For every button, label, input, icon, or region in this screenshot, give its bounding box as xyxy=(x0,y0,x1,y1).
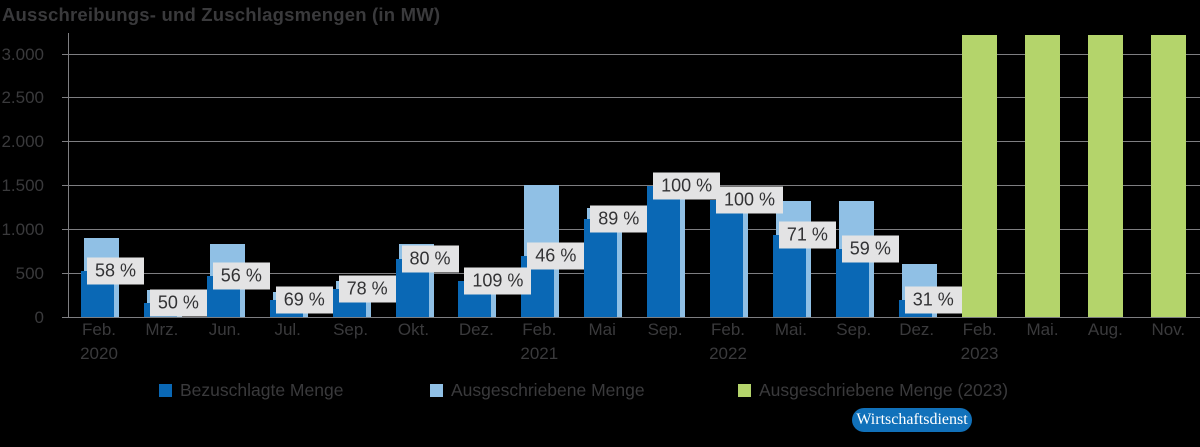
legend-label: Ausgeschriebene Menge (2023) xyxy=(759,380,1009,400)
x-axis-month-label: Feb. xyxy=(81,320,117,339)
x-axis-month-label: Sep. xyxy=(836,320,872,339)
bar-tendered-2023 xyxy=(1087,35,1123,318)
bar-awarded xyxy=(710,199,743,318)
x-axis-month-label: Nov. xyxy=(1151,320,1186,339)
x-axis-month-label: Aug. xyxy=(1087,320,1123,339)
x-axis-month-label: Feb. xyxy=(710,320,746,339)
y-axis-tick xyxy=(62,141,68,143)
chart-title: Ausschreibungs- und Zuschlagsmengen (in … xyxy=(2,4,441,25)
x-axis-month-label: Jun. xyxy=(208,320,241,339)
award-rate-label: 31 % xyxy=(904,286,962,314)
y-axis-tick xyxy=(62,185,68,186)
x-axis-month-label: Feb. xyxy=(962,320,997,339)
award-rate-label: 71 % xyxy=(778,221,836,249)
award-rate-label: 80 % xyxy=(401,245,459,273)
y-axis-label: 2.000 xyxy=(1,132,44,152)
y-axis-label: 1.500 xyxy=(1,176,44,195)
x-axis-month-label: Dez. xyxy=(899,320,935,339)
award-rate-label: 46 % xyxy=(527,242,585,270)
x-axis-month-label: Mai xyxy=(588,320,616,339)
y-axis-label: 2.500 xyxy=(1,88,44,108)
bar-awarded xyxy=(772,234,806,318)
legend-item-tendered-2023: Ausgeschriebene Menge (2023) xyxy=(738,380,1008,401)
y-axis-label: 0 xyxy=(34,307,44,327)
tendered-2023-swatch-icon xyxy=(738,384,751,397)
award-rate-label: 58 % xyxy=(87,257,145,285)
x-axis-year-label: 2020 xyxy=(80,344,118,363)
legend-item-awarded: Bezuschlagte Menge xyxy=(159,380,343,401)
legend-item-tendered: Ausgeschriebene Menge xyxy=(430,380,645,401)
award-rate-label: 78 % xyxy=(338,275,396,303)
bar-awarded xyxy=(647,185,681,318)
award-rate-label: 100 % xyxy=(653,172,721,200)
legend: Bezuschlagte Menge Ausgeschriebene Menge… xyxy=(0,380,1200,401)
x-axis-month-label: Feb. xyxy=(522,320,557,339)
award-rate-label: 89 % xyxy=(590,205,648,233)
gridline xyxy=(68,97,1200,99)
y-axis-tick xyxy=(62,53,68,55)
award-rate-label: 69 % xyxy=(275,286,333,314)
x-axis-month-label: Sep. xyxy=(647,320,683,339)
y-axis-tick xyxy=(62,272,68,274)
x-axis-month-label: Mai. xyxy=(774,320,807,339)
bar-awarded xyxy=(584,219,618,318)
y-axis-tick xyxy=(62,97,68,99)
x-axis-month-label: Jul. xyxy=(274,320,301,339)
award-rate-label: 59 % xyxy=(841,235,899,263)
y-axis-tick xyxy=(62,316,68,318)
legend-label: Ausgeschriebene Menge xyxy=(451,380,645,400)
x-axis-month-label: Mrz. xyxy=(145,320,179,339)
x-axis-month-label: Mai. xyxy=(1026,320,1059,339)
y-axis-label: 1.000 xyxy=(1,219,44,239)
x-axis-month-label: Sep. xyxy=(333,320,369,339)
x-axis-month-label: Dez. xyxy=(458,320,494,339)
awarded-swatch-icon xyxy=(159,384,172,397)
y-axis-label: 500 xyxy=(15,263,44,283)
wirtschaftsdienst-badge: Wirtschaftsdienst xyxy=(852,408,972,432)
award-rate-label: 50 % xyxy=(149,289,207,317)
y-axis-label: 3.000 xyxy=(1,44,44,64)
legend-label: Bezuschlagte Menge xyxy=(180,380,344,400)
award-rate-label: 56 % xyxy=(212,262,270,290)
bar-tendered-2023 xyxy=(1150,35,1186,318)
tendered-swatch-icon xyxy=(430,384,443,397)
bar-tendered-2023 xyxy=(1025,35,1060,318)
bar-tendered-2023 xyxy=(962,35,998,318)
gridline xyxy=(68,141,1200,143)
gridline xyxy=(68,185,1200,186)
award-rate-label: 109 % xyxy=(464,267,532,295)
x-axis-year-label: 2021 xyxy=(520,344,559,363)
gridline xyxy=(68,272,1200,274)
y-axis-tick xyxy=(62,228,68,230)
x-axis-year-label: 2023 xyxy=(960,344,999,363)
gridline xyxy=(68,53,1200,55)
award-rate-label: 100 % xyxy=(716,186,784,214)
x-axis-year-label: 2022 xyxy=(709,344,747,363)
gridline xyxy=(68,316,1200,318)
x-axis-month-label: Okt. xyxy=(397,320,430,339)
y-axis-line xyxy=(68,33,69,317)
